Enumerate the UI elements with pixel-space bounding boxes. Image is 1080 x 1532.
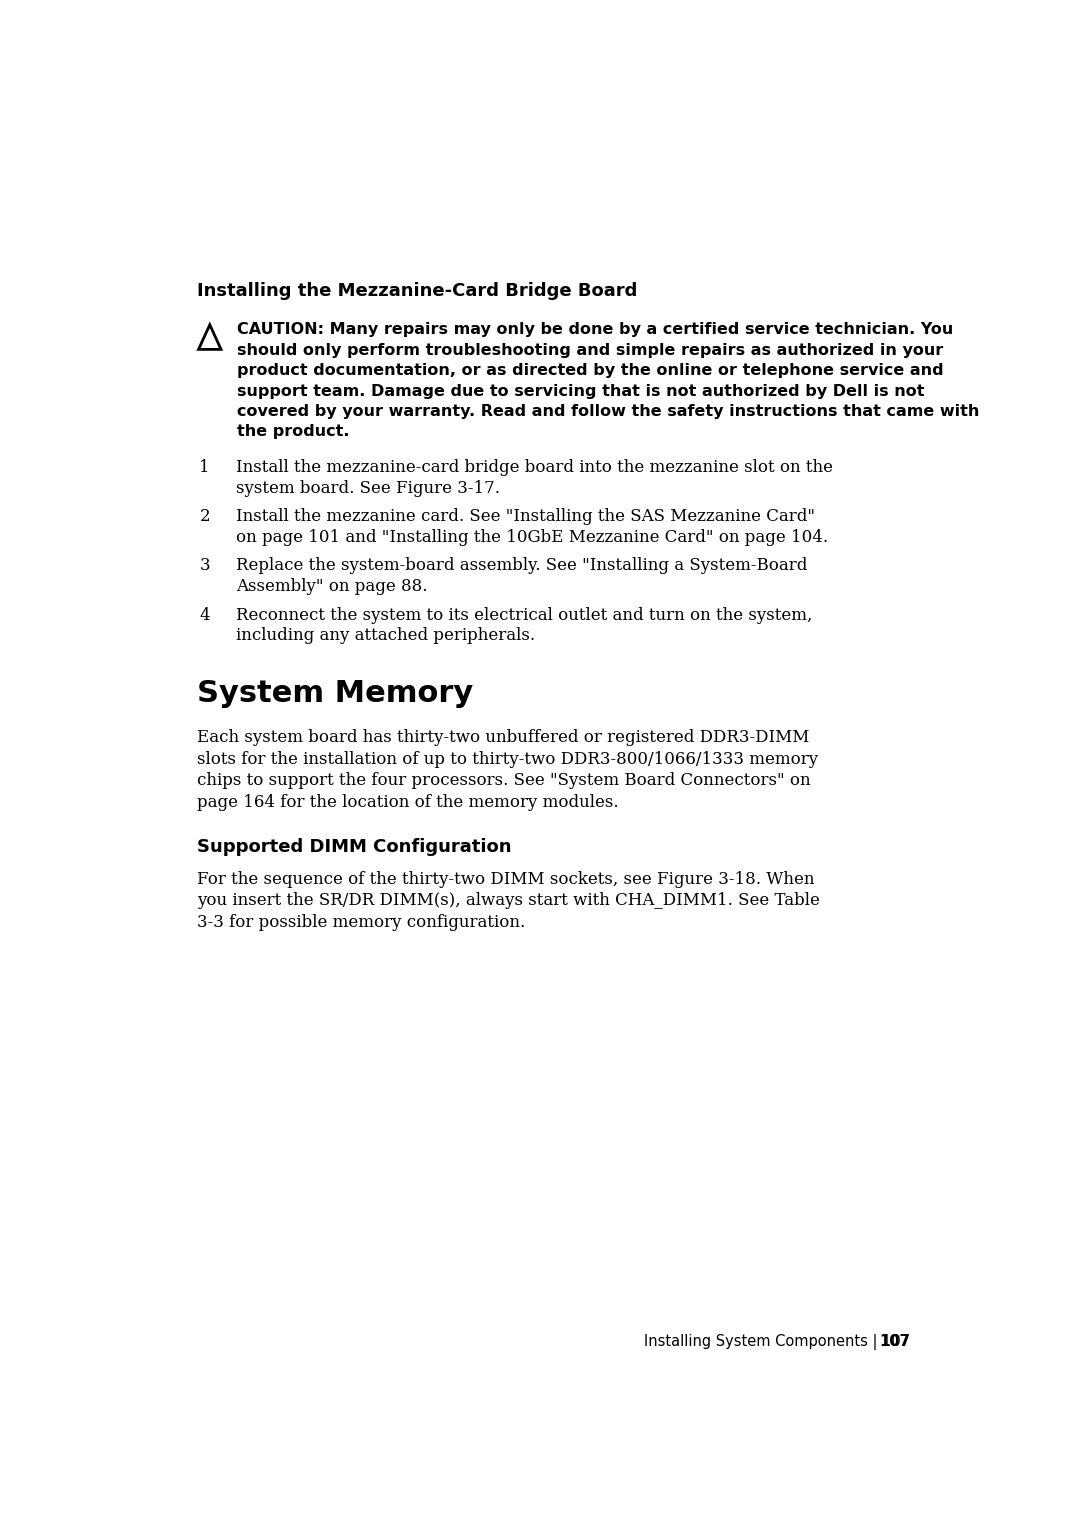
Text: support team. Damage due to servicing that is not authorized by Dell is not: support team. Damage due to servicing th… <box>238 383 924 398</box>
Text: Install the mezzanine card. See "Installing the SAS Mezzanine Card": Install the mezzanine card. See "Install… <box>235 509 814 525</box>
Text: 1: 1 <box>200 458 210 476</box>
Text: including any attached peripherals.: including any attached peripherals. <box>235 628 535 645</box>
Text: Replace the system-board assembly. See "Installing a System-Board: Replace the system-board assembly. See "… <box>235 558 807 574</box>
Text: chips to support the four processors. See "System Board Connectors" on: chips to support the four processors. Se… <box>197 772 811 789</box>
Text: on page 101 and "Installing the 10GbE Mezzanine Card" on page 104.: on page 101 and "Installing the 10GbE Me… <box>235 529 828 545</box>
Text: 2: 2 <box>200 509 210 525</box>
Text: product documentation, or as directed by the online or telephone service and: product documentation, or as directed by… <box>238 363 944 378</box>
Text: Install the mezzanine-card bridge board into the mezzanine slot on the: Install the mezzanine-card bridge board … <box>235 458 833 476</box>
Text: 3: 3 <box>200 558 210 574</box>
Text: Supported DIMM Configuration: Supported DIMM Configuration <box>197 838 512 856</box>
Text: system board. See Figure 3-17.: system board. See Figure 3-17. <box>235 480 500 496</box>
Text: For the sequence of the thirty-two DIMM sockets, see Figure 3-18. When: For the sequence of the thirty-two DIMM … <box>197 870 814 887</box>
Text: 4: 4 <box>200 607 210 624</box>
Text: Each system board has thirty-two unbuffered or registered DDR3-DIMM: Each system board has thirty-two unbuffe… <box>197 729 809 746</box>
Text: should only perform troubleshooting and simple repairs as authorized in your: should only perform troubleshooting and … <box>238 343 944 358</box>
Text: System Memory: System Memory <box>197 679 473 708</box>
Text: Installing the Mezzanine-Card Bridge Board: Installing the Mezzanine-Card Bridge Boa… <box>197 282 637 300</box>
Text: Reconnect the system to its electrical outlet and turn on the system,: Reconnect the system to its electrical o… <box>235 607 812 624</box>
Text: Assembly" on page 88.: Assembly" on page 88. <box>235 578 428 594</box>
Text: 3-3 for possible memory configuration.: 3-3 for possible memory configuration. <box>197 913 525 931</box>
Text: Installing System Components | 107: Installing System Components | 107 <box>644 1334 910 1350</box>
Text: the product.: the product. <box>238 424 350 440</box>
Text: covered by your warranty. Read and follow the safety instructions that came with: covered by your warranty. Read and follo… <box>238 404 980 420</box>
Text: slots for the installation of up to thirty-two DDR3-800/1066/1333 memory: slots for the installation of up to thir… <box>197 751 819 768</box>
Text: you insert the SR/DR DIMM(s), always start with CHA_DIMM1. See Table: you insert the SR/DR DIMM(s), always sta… <box>197 892 820 908</box>
Text: CAUTION: Many repairs may only be done by a certified service technician. You: CAUTION: Many repairs may only be done b… <box>238 322 954 337</box>
Text: page 164 for the location of the memory modules.: page 164 for the location of the memory … <box>197 794 619 810</box>
Text: 107: 107 <box>879 1334 910 1350</box>
